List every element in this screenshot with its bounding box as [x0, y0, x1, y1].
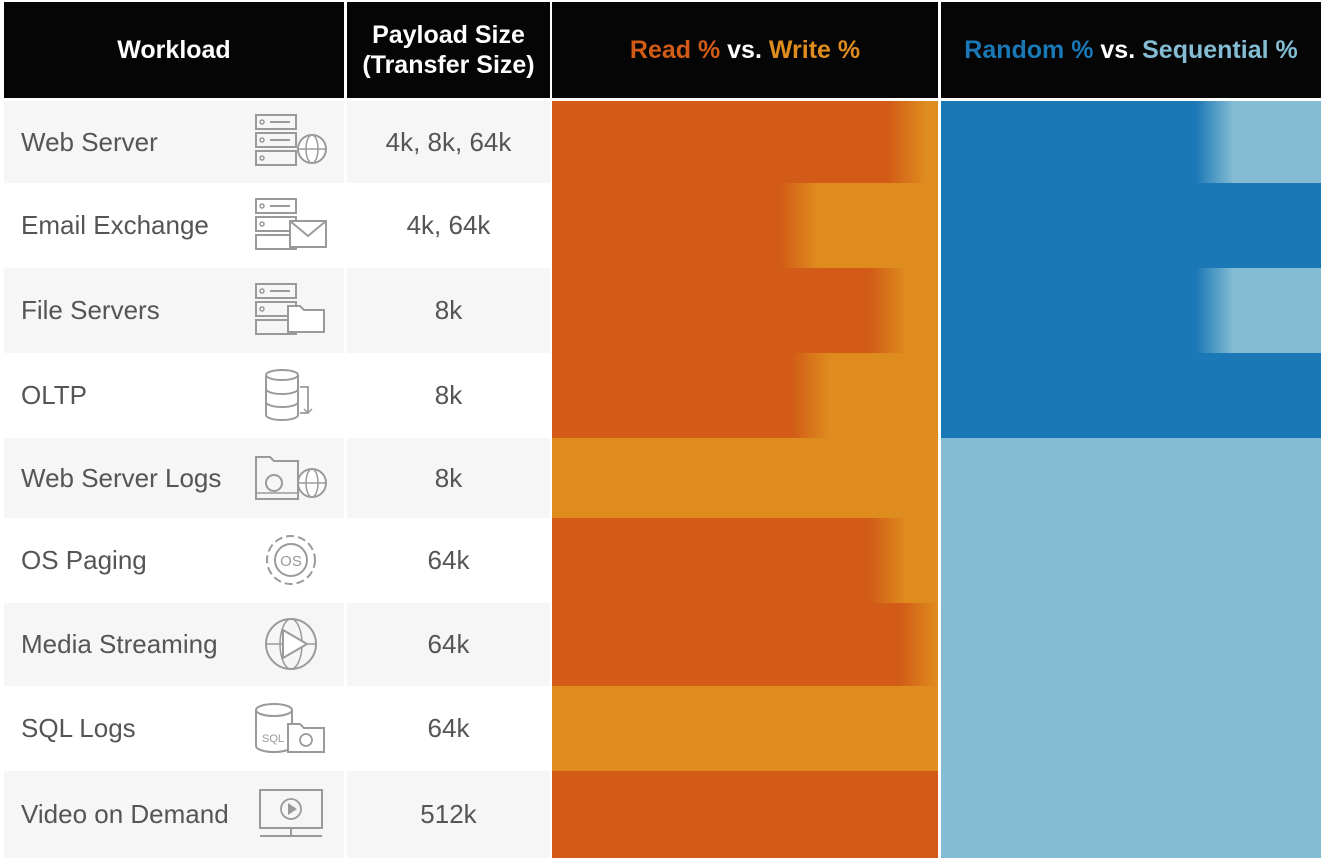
random-sequential-bar [941, 183, 1321, 268]
table-row-workload: OS Paging OS [4, 518, 344, 603]
workload-label: Web Server Logs [21, 462, 222, 493]
table-row-workload: SQL Logs SQL [4, 686, 344, 771]
table-row-workload: Web Server Logs [4, 438, 344, 518]
header-write-label: Write % [768, 36, 861, 64]
random-sequential-bar [941, 603, 1321, 686]
workload-label: Media Streaming [21, 629, 218, 659]
os-gear-icon: OS [250, 530, 332, 592]
workload-label: File Servers [21, 295, 160, 325]
read-write-bar [552, 518, 938, 603]
workload-label: OS Paging [21, 545, 147, 575]
random-sequential-bar [941, 771, 1321, 858]
read-write-bar [552, 101, 938, 183]
payload-size-cell: 64k [347, 518, 550, 603]
random-sequential-bar [941, 518, 1321, 603]
payload-size-cell: 8k [347, 268, 550, 353]
header-workload-label: Workload [117, 36, 231, 64]
header-rw-vs: vs. [727, 36, 762, 64]
table-row-workload: OLTP [4, 353, 344, 438]
server-mail-icon [250, 195, 332, 257]
table-row-workload: Video on Demand [4, 771, 344, 858]
video-monitor-icon [250, 784, 332, 846]
random-sequential-bar [941, 353, 1321, 438]
play-globe-icon [250, 614, 332, 676]
header-payload: Payload Size (Transfer Size) [347, 2, 550, 98]
table-row-workload: Media Streaming [4, 603, 344, 686]
server-globe-icon [250, 111, 332, 173]
payload-size-cell: 64k [347, 686, 550, 771]
header-random-sequential: Random % vs. Sequential % [941, 2, 1321, 98]
random-sequential-bar [941, 686, 1321, 771]
log-globe-icon [250, 447, 332, 509]
payload-size-cell: 8k [347, 353, 550, 438]
read-write-bar [552, 353, 938, 438]
header-payload-line2: (Transfer Size) [362, 51, 535, 79]
database-sync-icon [250, 365, 332, 427]
read-write-bar [552, 438, 938, 518]
header-rs-vs: vs. [1100, 36, 1136, 64]
header-random-label: Random % [964, 36, 1094, 64]
table-row-workload: Email Exchange [4, 183, 344, 268]
header-read-label: Read % [629, 36, 721, 64]
header-workload: Workload [4, 2, 344, 98]
workload-label: Email Exchange [21, 210, 209, 240]
server-folder-icon [250, 280, 332, 342]
header-payload-line1: Payload Size [372, 21, 525, 49]
payload-size-cell: 4k, 64k [347, 183, 550, 268]
svg-text:SQL: SQL [262, 733, 284, 745]
table-row-workload: File Servers [4, 268, 344, 353]
payload-size-cell: 64k [347, 603, 550, 686]
workload-label: Video on Demand [21, 799, 229, 829]
payload-size-cell: 8k [347, 438, 550, 518]
header-read-write: Read % vs. Write % [552, 2, 938, 98]
random-sequential-bar [941, 268, 1321, 353]
read-write-bar [552, 771, 938, 858]
sql-log-icon: SQL [250, 698, 332, 760]
read-write-bar [552, 183, 938, 268]
random-sequential-bar [941, 438, 1321, 518]
read-write-bar [552, 268, 938, 353]
read-write-bar [552, 603, 938, 686]
header-sequential-label: Sequential % [1142, 36, 1298, 64]
table-row-workload: Web Server [4, 101, 344, 183]
read-write-bar [552, 686, 938, 771]
payload-size-cell: 4k, 8k, 64k [347, 101, 550, 183]
workload-label: Web Server [21, 126, 158, 157]
svg-text:OS: OS [280, 553, 302, 570]
payload-size-cell: 512k [347, 771, 550, 858]
workload-label: SQL Logs [21, 713, 136, 743]
workload-label: OLTP [21, 380, 87, 410]
random-sequential-bar [941, 101, 1321, 183]
